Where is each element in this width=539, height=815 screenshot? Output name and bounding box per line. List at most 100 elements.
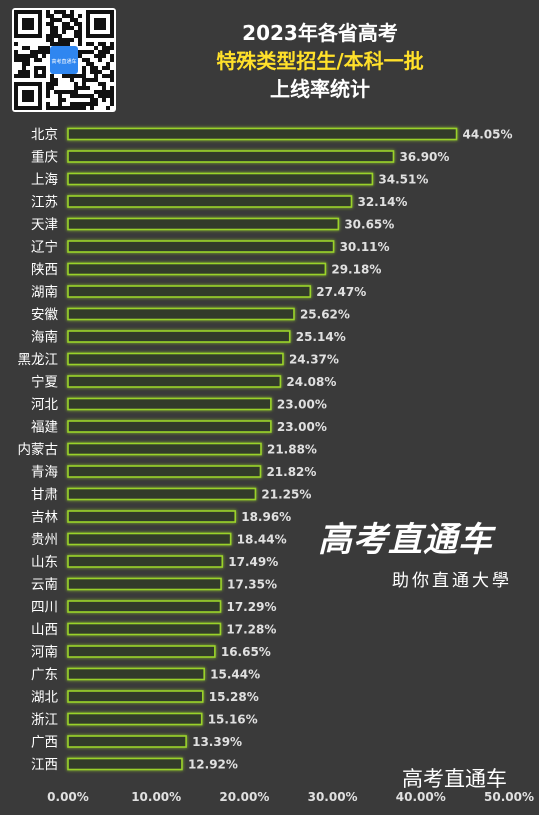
category-label: 辽宁 — [31, 239, 58, 256]
x-tick-label: 30.00% — [308, 790, 358, 804]
data-label: 24.08% — [286, 375, 336, 389]
bar — [67, 465, 262, 478]
bar — [67, 127, 458, 141]
bar — [67, 690, 204, 703]
data-label: 16.65% — [221, 645, 271, 659]
bar — [67, 397, 272, 411]
category-label: 湖北 — [31, 690, 58, 706]
data-label: 36.90% — [399, 150, 449, 164]
bar — [67, 217, 340, 231]
bar — [67, 645, 216, 658]
data-label: 27.47% — [316, 285, 366, 299]
data-label: 17.49% — [228, 555, 278, 569]
bar — [67, 352, 284, 366]
brand-slogan: 助你直通大學 — [392, 571, 512, 591]
data-label: 17.35% — [227, 578, 277, 592]
data-label: 24.37% — [289, 353, 339, 367]
data-label: 15.28% — [209, 690, 259, 704]
data-label: 21.25% — [261, 488, 311, 502]
category-label: 河南 — [31, 645, 58, 661]
bar — [67, 420, 272, 433]
category-label: 黑龙江 — [18, 352, 59, 368]
category-label: 上海 — [31, 172, 58, 188]
bar — [67, 285, 312, 298]
bar — [67, 487, 257, 501]
x-tick-label: 50.00% — [484, 790, 534, 804]
category-label: 青海 — [31, 465, 58, 481]
data-label: 32.14% — [357, 195, 407, 209]
category-label: 内蒙古 — [18, 442, 59, 458]
bar — [67, 307, 295, 321]
qr-center-logo: 高考直通车 — [51, 58, 76, 65]
bar — [67, 172, 374, 186]
qr-code-icon: 高考直通车 — [14, 10, 114, 110]
chart-title-line-3: 上线率统计 — [270, 77, 370, 101]
category-label: 陕西 — [31, 262, 58, 278]
data-label: 21.82% — [266, 465, 316, 479]
data-label: 15.16% — [208, 713, 258, 727]
brand-logo-text: 高考直通车 — [318, 520, 493, 560]
category-label: 河北 — [31, 397, 58, 413]
bar — [67, 622, 222, 636]
category-label: 江苏 — [31, 195, 58, 211]
bar — [67, 667, 205, 681]
category-label: 北京 — [31, 127, 58, 143]
data-label: 23.00% — [277, 420, 327, 434]
category-label: 山东 — [31, 555, 58, 571]
category-label: 吉林 — [31, 510, 58, 526]
data-label: 23.00% — [277, 398, 327, 412]
data-label: 25.62% — [300, 308, 350, 322]
bar — [67, 600, 222, 613]
bar — [67, 735, 187, 748]
data-label: 29.18% — [331, 263, 381, 277]
category-label: 云南 — [31, 577, 58, 593]
bar — [67, 532, 232, 546]
data-label: 30.11% — [340, 240, 390, 254]
data-label: 13.39% — [192, 735, 242, 749]
x-tick-label: 10.00% — [131, 790, 181, 804]
x-tick-label: 40.00% — [396, 790, 446, 804]
chart-title-line-1: 2023年各省高考 — [242, 21, 398, 45]
category-label: 天津 — [31, 217, 58, 233]
category-label: 湖南 — [31, 285, 58, 301]
bar — [67, 330, 291, 343]
bar — [67, 195, 353, 208]
bar — [67, 555, 224, 568]
x-tick-label: 20.00% — [219, 790, 269, 804]
chart-title-line-2: 特殊类型招生/本科一批 — [216, 49, 424, 73]
category-label: 安徽 — [31, 307, 58, 323]
category-label: 广西 — [31, 735, 58, 751]
data-label: 17.28% — [226, 623, 276, 637]
bar — [67, 442, 262, 456]
category-label: 江西 — [31, 757, 58, 773]
bar — [67, 262, 327, 276]
watermark-text: 高考直通车 — [402, 767, 507, 791]
bar — [67, 375, 282, 388]
bar — [67, 510, 237, 523]
x-tick-label: 0.00% — [47, 790, 89, 804]
data-label: 30.65% — [344, 218, 394, 232]
category-label: 贵州 — [31, 532, 58, 548]
qr-code: 高考直通车 — [12, 8, 116, 112]
category-label: 福建 — [31, 420, 58, 436]
category-label: 宁夏 — [31, 374, 58, 391]
data-label: 18.96% — [241, 510, 291, 524]
category-label: 广东 — [31, 667, 58, 683]
category-label: 浙江 — [31, 712, 58, 728]
data-label: 25.14% — [296, 330, 346, 344]
data-label: 44.05% — [463, 128, 513, 142]
data-label: 15.44% — [210, 668, 260, 682]
bar — [67, 712, 203, 726]
category-label: 四川 — [31, 600, 58, 616]
category-label: 重庆 — [31, 150, 58, 166]
bar — [67, 150, 395, 163]
data-label: 17.29% — [226, 600, 276, 614]
bar — [67, 577, 222, 591]
data-label: 21.88% — [267, 443, 317, 457]
bar — [67, 757, 183, 771]
data-label: 12.92% — [188, 758, 238, 772]
category-label: 海南 — [31, 330, 58, 346]
category-label: 甘肃 — [31, 487, 58, 503]
data-label: 34.51% — [378, 173, 428, 187]
